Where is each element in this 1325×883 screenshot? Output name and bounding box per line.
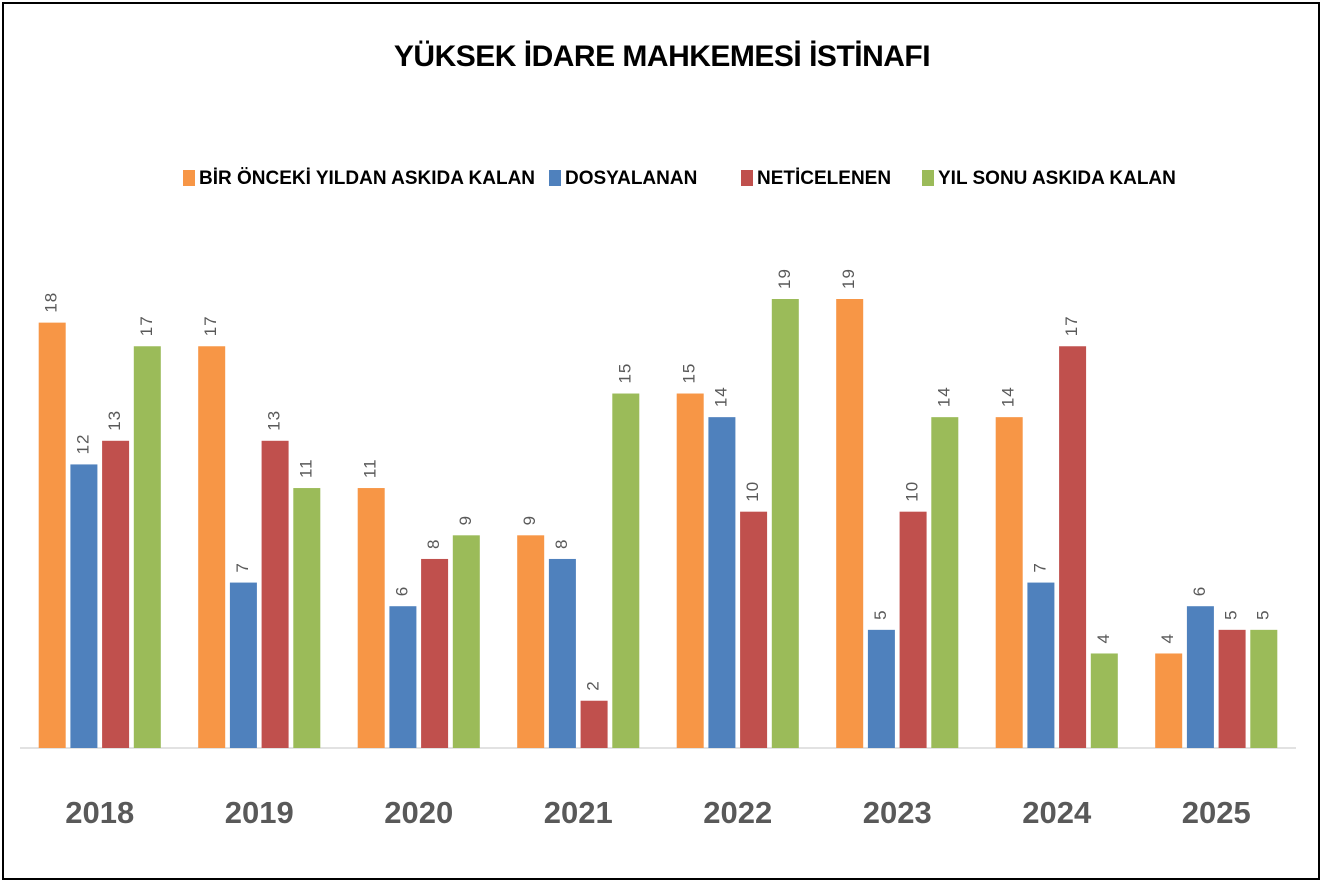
data-label: 2 — [584, 680, 603, 690]
data-label: 17 — [1062, 315, 1081, 336]
bar — [389, 606, 417, 748]
x-tick-label: 2019 — [225, 795, 294, 830]
bar — [995, 417, 1023, 748]
bar — [452, 535, 480, 748]
data-label: 6 — [392, 586, 411, 596]
data-label: 8 — [424, 538, 443, 548]
data-label: 4 — [1094, 633, 1113, 643]
bar — [1186, 606, 1214, 748]
x-tick-label: 2018 — [65, 795, 134, 830]
legend-label: BİR ÖNCEKİ YILDAN ASKIDA KALAN — [199, 168, 535, 189]
data-label: 7 — [233, 562, 252, 572]
bar — [229, 582, 257, 748]
bar — [102, 440, 130, 748]
bar — [133, 346, 161, 748]
data-label: 18 — [42, 292, 61, 313]
data-label: 11 — [361, 458, 380, 478]
bar — [867, 629, 895, 748]
data-label: 12 — [73, 433, 92, 454]
data-label: 13 — [105, 410, 124, 431]
chart-title: YÜKSEK İDARE MAHKEMESİ İSTİNAFI — [394, 40, 930, 73]
x-tick-label: 2025 — [1182, 795, 1251, 830]
bar — [708, 417, 736, 748]
data-label: 9 — [520, 515, 539, 525]
data-label: 5 — [1253, 609, 1272, 619]
data-label: 15 — [615, 363, 634, 384]
bar — [612, 393, 640, 748]
data-label: 17 — [137, 315, 156, 336]
data-label: 14 — [711, 386, 730, 407]
bar — [1090, 653, 1118, 748]
bar — [771, 299, 799, 748]
x-tick-label: 2020 — [384, 795, 453, 830]
data-label: 17 — [201, 315, 220, 336]
bar — [676, 393, 704, 748]
bar — [1027, 582, 1055, 748]
legend-swatch — [922, 170, 934, 186]
data-label: 9 — [456, 515, 475, 525]
bar — [1059, 346, 1087, 748]
legend-label: DOSYALANAN — [565, 168, 697, 189]
data-label: 10 — [743, 481, 762, 502]
legend-swatch — [741, 170, 753, 186]
data-label: 15 — [680, 363, 699, 384]
data-label: 19 — [839, 268, 858, 289]
bar — [198, 346, 226, 748]
bar — [70, 464, 98, 748]
x-tick-label: 2023 — [863, 795, 932, 830]
x-tick-label: 2021 — [544, 795, 613, 830]
data-label: 5 — [871, 609, 890, 619]
legend-swatch — [183, 170, 195, 186]
x-tick-label: 2022 — [703, 795, 772, 830]
bar — [261, 440, 289, 748]
data-label: 11 — [296, 458, 315, 478]
bar — [357, 488, 385, 748]
data-label: 10 — [903, 481, 922, 502]
bar — [548, 558, 576, 748]
legend-swatch — [549, 170, 561, 186]
bar — [421, 558, 449, 748]
bar — [1155, 653, 1183, 748]
bar — [38, 322, 66, 748]
bar — [740, 511, 768, 748]
legend-label: YIL SONU ASKIDA KALAN — [938, 168, 1176, 189]
bar — [580, 700, 608, 748]
data-label: 5 — [1222, 609, 1241, 619]
bar — [1250, 629, 1278, 748]
data-label: 6 — [1190, 586, 1209, 596]
data-label: 19 — [775, 268, 794, 289]
bar — [836, 299, 864, 748]
data-label: 8 — [552, 538, 571, 548]
data-label: 14 — [999, 386, 1018, 407]
x-tick-label: 2024 — [1022, 795, 1092, 830]
bar — [517, 535, 545, 748]
legend-label: NETİCELENEN — [757, 168, 891, 189]
data-label: 14 — [934, 386, 953, 407]
bar — [899, 511, 927, 748]
bar — [931, 417, 959, 748]
bar — [1218, 629, 1246, 748]
data-label: 13 — [265, 410, 284, 431]
data-label: 4 — [1158, 633, 1177, 643]
bar — [293, 488, 321, 748]
data-label: 7 — [1030, 562, 1049, 572]
